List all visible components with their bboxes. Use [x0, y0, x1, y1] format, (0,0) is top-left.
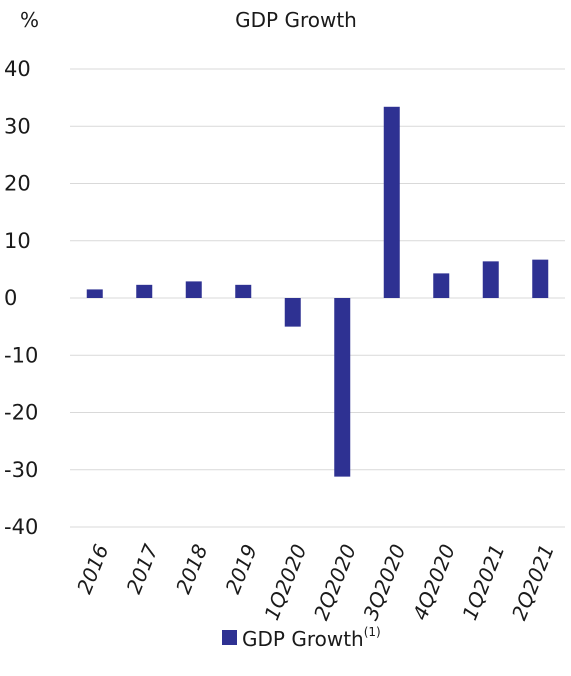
y-tick-label: -10: [4, 343, 38, 367]
y-axis-ticks: 40 30 20 10 0 -10 -20 -30 -40: [4, 57, 38, 539]
y-unit-label: %: [20, 8, 39, 32]
x-tick-label: 2019: [221, 541, 262, 597]
x-tick-label: 2Q2020: [309, 541, 361, 624]
x-tick-label: 3Q2020: [358, 541, 410, 624]
y-tick-label: -40: [4, 515, 38, 539]
x-axis-ticks: 2016 2017 2018 20191Q20202Q20203Q20204Q2020…: [72, 541, 559, 624]
bar-2q2020: [334, 298, 351, 477]
bar-2018: [185, 281, 202, 298]
x-tick-label: 2Q2021: [507, 541, 559, 624]
bar-4q2020: [433, 273, 450, 298]
legend-label: GDP Growth(1): [242, 625, 381, 651]
x-tick-label: 4Q2020: [408, 541, 460, 624]
y-tick-label: 10: [4, 229, 31, 253]
y-tick-label: -20: [4, 401, 38, 425]
bar-1q2021: [482, 261, 499, 298]
x-tick-label: 2016: [72, 541, 113, 597]
bar-1q2020: [284, 298, 301, 327]
y-tick-label: 20: [4, 172, 31, 196]
bar-2017: [136, 284, 153, 298]
y-tick-label: 40: [4, 57, 31, 81]
x-tick-label: 2018: [171, 541, 212, 597]
y-tick-label: 30: [4, 114, 31, 138]
legend-series-name: GDP Growth: [242, 627, 364, 651]
bars: [86, 106, 549, 477]
bar-3q2020: [383, 106, 400, 298]
bar-2q2021: [532, 259, 549, 298]
legend-superscript: (1): [364, 625, 381, 639]
legend-swatch: [222, 630, 237, 645]
legend: GDP Growth(1): [222, 625, 381, 651]
x-tick-label: 2017: [122, 541, 163, 597]
bar-2019: [235, 284, 252, 298]
y-tick-label: -30: [4, 458, 38, 482]
x-tick-label: 1Q2021: [457, 541, 509, 624]
x-tick-label: 1Q2020: [259, 541, 311, 624]
y-tick-label: 0: [4, 286, 17, 310]
gridlines: [70, 68, 565, 528]
chart-title: GDP Growth: [235, 8, 357, 32]
bar-2016: [86, 289, 103, 298]
